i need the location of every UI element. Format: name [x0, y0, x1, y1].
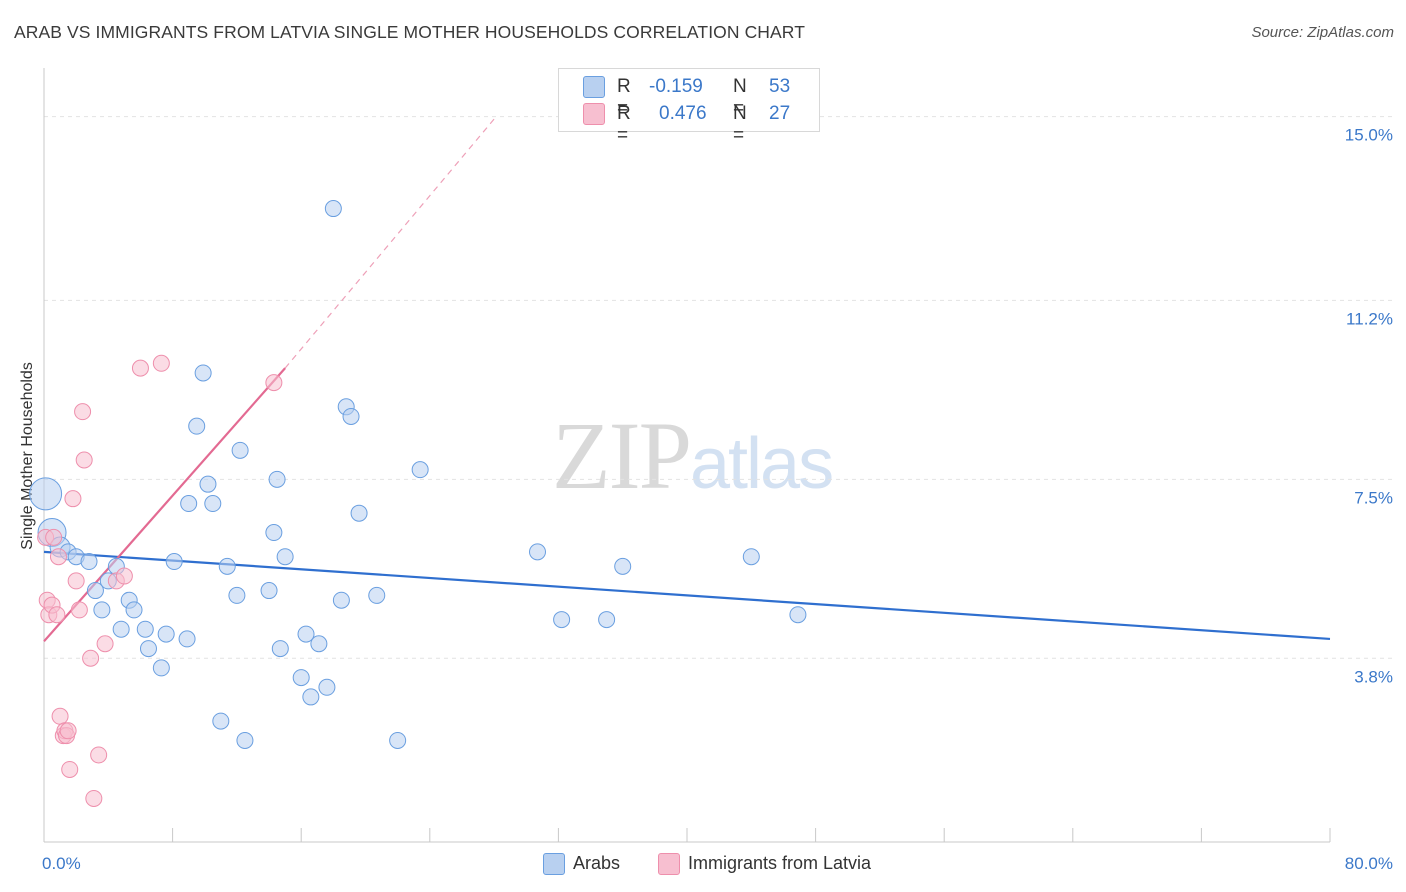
- point-arabs: [271, 640, 289, 658]
- y-tick-label: 3.8%: [1354, 667, 1393, 686]
- legend-r-label: R =: [617, 76, 631, 119]
- point-arabs: [265, 524, 283, 542]
- point-latvia: [51, 707, 69, 725]
- point-arabs: [389, 731, 407, 749]
- point-arabs: [297, 625, 315, 643]
- point-arabs: [212, 712, 230, 730]
- point-arabs: [231, 441, 249, 459]
- legend-r-label: R =: [617, 103, 631, 146]
- legend-n-label: N =: [733, 76, 747, 119]
- point-arabs: [236, 731, 254, 749]
- point-arabs: [228, 586, 246, 604]
- point-latvia: [48, 606, 66, 624]
- point-arabs: [529, 543, 547, 561]
- point-arabs: [157, 625, 175, 643]
- trend-layer: [43, 118, 1331, 643]
- point-latvia: [265, 374, 283, 392]
- point-arabs: [318, 678, 336, 696]
- watermark-zip: ZIP: [552, 402, 692, 509]
- point-arabs: [350, 504, 368, 522]
- point-arabs: [80, 553, 98, 571]
- point-latvia: [75, 451, 93, 469]
- point-arabs: [789, 606, 807, 624]
- point-latvia: [131, 359, 149, 377]
- point-latvia: [115, 567, 133, 585]
- point-latvia: [59, 722, 77, 740]
- point-arabs: [218, 557, 236, 575]
- source-credit: Source: ZipAtlas.com: [1251, 24, 1394, 41]
- point-arabs: [188, 417, 206, 435]
- legend-n-label: N =: [733, 103, 747, 146]
- legend-swatch-latvia: [583, 103, 605, 125]
- point-arabs: [553, 611, 571, 629]
- bottom-legend-swatch-latvia: [658, 853, 680, 875]
- point-arabs: [324, 200, 342, 218]
- x-tick-label: 80.0%: [1345, 854, 1393, 873]
- point-latvia: [61, 760, 79, 778]
- point-arabs: [178, 630, 196, 648]
- grid-layer: [44, 116, 1392, 659]
- point-latvia: [67, 572, 85, 590]
- point-latvia: [152, 354, 170, 372]
- point-latvia: [96, 635, 114, 653]
- legend-n-value: 27: [769, 103, 791, 124]
- point-latvia: [82, 649, 100, 667]
- point-arabs: [93, 601, 111, 619]
- axis-layer: [43, 68, 1331, 843]
- legend-r-value: -0.159: [649, 76, 703, 97]
- point-arabs: [292, 669, 310, 687]
- legend-r-value: 0.476: [659, 103, 707, 124]
- point-latvia: [64, 490, 82, 508]
- point-arabs: [139, 640, 157, 658]
- point-arabs: [180, 495, 198, 513]
- point-latvia: [45, 528, 63, 546]
- bottom-legend-swatch-arabs: [543, 853, 565, 875]
- point-layer: [29, 200, 807, 807]
- point-arabs: [742, 548, 760, 566]
- trendline-latvia: [43, 367, 286, 643]
- legend-n-value: 53: [769, 76, 791, 97]
- point-arabs: [152, 659, 170, 677]
- trendline-arabs: [43, 550, 1331, 641]
- y-tick-label: 15.0%: [1345, 126, 1393, 145]
- point-arabs: [598, 611, 616, 629]
- x-tick-label: 0.0%: [42, 854, 81, 873]
- point-arabs: [260, 582, 278, 600]
- bottom-legend-label-arabs: Arabs: [573, 853, 621, 873]
- point-latvia: [49, 548, 67, 566]
- point-arabs: [302, 688, 320, 706]
- legend-swatch-arabs: [583, 76, 605, 98]
- chart-title: ARAB VS IMMIGRANTS FROM LATVIA SINGLE MO…: [14, 22, 806, 42]
- point-arabs: [411, 461, 429, 479]
- point-arabs: [614, 557, 632, 575]
- trendline-latvia-extension: [284, 118, 495, 369]
- point-latvia: [74, 403, 92, 421]
- point-arabs: [368, 586, 386, 604]
- point-arabs: [276, 548, 294, 566]
- point-arabs: [112, 620, 130, 638]
- point-arabs: [204, 495, 222, 513]
- point-arabs: [165, 553, 183, 571]
- point-latvia: [85, 789, 103, 807]
- y-tick-label: 11.2%: [1346, 309, 1393, 328]
- point-arabs: [332, 591, 350, 609]
- bottom-legend-label-latvia: Immigrants from Latvia: [688, 853, 872, 873]
- stats-legend: R = -0.159 N = 53 R = 0.476 N = 27: [558, 68, 820, 146]
- point-arabs: [310, 635, 328, 653]
- point-arabs: [125, 601, 143, 619]
- label-layer: 3.8% 7.5% 11.2% 15.0% 0.0% 80.0%: [42, 126, 1393, 873]
- point-latvia: [90, 746, 108, 764]
- point-arabs: [86, 582, 104, 600]
- point-arabs: [29, 477, 63, 511]
- y-tick-label: 7.5%: [1354, 488, 1393, 507]
- point-arabs: [194, 364, 212, 382]
- point-arabs: [199, 475, 217, 493]
- point-arabs: [268, 470, 286, 488]
- point-latvia: [70, 601, 88, 619]
- point-arabs: [136, 620, 154, 638]
- point-arabs: [342, 407, 360, 425]
- watermark-atlas: atlas: [690, 424, 834, 504]
- watermark: ZIPatlas: [552, 400, 834, 511]
